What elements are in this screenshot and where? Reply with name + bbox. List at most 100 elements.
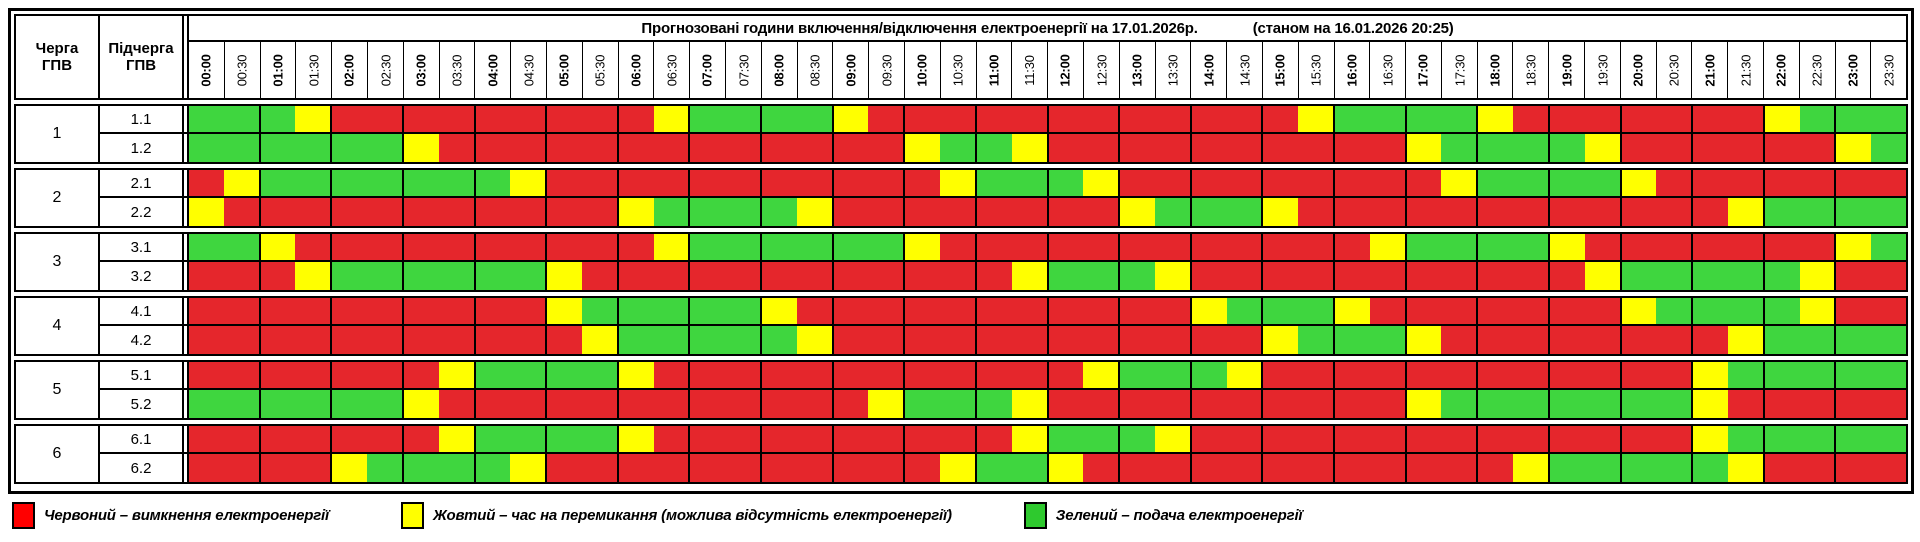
hour-cell [976,262,1049,290]
slot-half [367,426,402,452]
time-cell: 23:00 [1835,42,1872,98]
slot-half [260,170,296,196]
slot-half [223,426,259,452]
time-label: 03:00 [413,53,429,87]
slot-half [690,326,726,354]
slot-half [940,298,975,324]
slot-half [1406,298,1442,324]
hour-cell [618,326,691,354]
slot-half [367,362,402,388]
slot-half [438,198,474,226]
hour-cell [833,390,906,418]
slot-half [1727,454,1763,482]
slot-half [618,326,654,354]
slot-half [1226,298,1262,324]
slot-half [868,134,904,162]
slot-half [868,426,904,452]
slot-half [1226,198,1262,226]
hour-cell [1120,234,1192,260]
slot-half [1120,454,1155,482]
slot-half [1154,426,1190,452]
hour-cell [1335,298,1407,324]
hour-cell [1263,426,1335,452]
hour-cell [260,198,333,226]
hour-cell [1406,234,1479,260]
slot-half [653,362,689,388]
slot-half [1154,262,1190,290]
slot-half [332,198,368,226]
time-label: 19:00 [1559,53,1575,87]
slot-half [1120,390,1155,418]
slot-cells [187,326,1906,354]
slot-cells [187,198,1906,226]
hour-cell [547,170,619,196]
slot-half [189,390,224,418]
slot-half [475,454,511,482]
slot-half [510,170,546,196]
hour-cell [475,234,548,260]
hour-cell [1191,198,1264,226]
slot-half [940,170,975,196]
slot-half [1836,362,1872,388]
hour-cell [260,454,333,482]
slot-half [223,262,259,290]
slot-half [189,454,224,482]
slot-half [1478,426,1514,452]
slot-half [1656,298,1692,324]
slot-half [581,298,617,324]
hour-cell [976,106,1049,132]
hour-cell [403,362,476,388]
slot-half [905,262,941,290]
hour-cell [475,454,548,482]
slot-half [690,390,726,418]
time-label: 22:30 [1809,54,1825,86]
hour-cell [1191,390,1264,418]
slot-half [762,106,797,132]
slot-half [510,134,546,162]
slot-half [1048,262,1084,290]
hour-cell [1191,134,1264,162]
hour-cell [1191,106,1264,132]
hour-cell [1048,362,1121,388]
hour-cell [1836,390,1906,418]
hour-cell [1764,454,1837,482]
hour-cell [1048,454,1121,482]
slot-half [1656,262,1692,290]
slot-half [1154,234,1190,260]
slot-half [438,326,474,354]
slot-half [1226,362,1262,388]
slot-half [1226,426,1262,452]
slot-half [796,426,832,452]
hour-cell [1693,106,1765,132]
legend: Червоний – вимкнення електроенергії Жовти… [12,502,1374,529]
slot-half [1154,362,1190,388]
hour-cell [1764,326,1837,354]
hour-cell [403,170,476,196]
subqueue-column-header: Підчерга ГПВ [100,16,184,98]
time-label: 23:30 [1881,54,1897,86]
slot-half [690,106,726,132]
hour-cell [332,170,404,196]
slot-half [1083,298,1119,324]
hour-cell [475,326,548,354]
slot-half [976,326,1012,354]
slot-half [1441,426,1477,452]
hour-cell [976,362,1049,388]
slot-half [1799,362,1835,388]
slot-half [940,134,975,162]
time-cell: 11:00 [976,42,1013,98]
slot-half [1727,134,1763,162]
hour-cell [1335,390,1407,418]
slot-half [1120,170,1155,196]
slot-half [581,262,617,290]
slot-half [1369,198,1405,226]
slot-half [1656,362,1692,388]
hour-cell [332,198,404,226]
slot-half [1727,426,1763,452]
slot-half [1335,326,1370,354]
slot-half [868,390,904,418]
slot-half [833,170,869,196]
hour-cell [905,234,977,260]
slot-half [1764,426,1800,452]
slot-half [1478,362,1514,388]
